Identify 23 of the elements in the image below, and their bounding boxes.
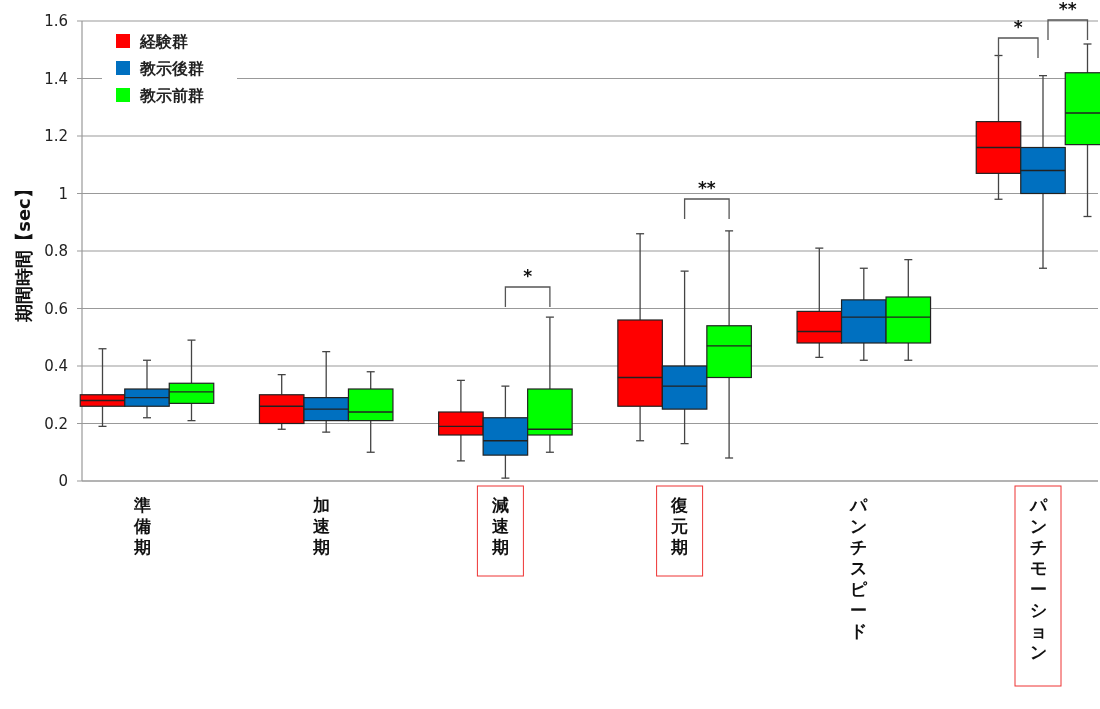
legend-label: 教示後群 [139,59,204,78]
x-tick-label: パンチモーション [1028,495,1048,662]
y-tick-label: 0.4 [44,357,68,375]
x-tick-label: パンチスピード [849,495,869,641]
y-axis-title: 期間時間【sec】 [13,180,34,323]
x-tick-label: 加速期 [311,495,330,557]
y-tick-label: 0 [58,472,68,490]
y-tick-label: 0.2 [44,414,68,433]
x-tick-label: 復元期 [670,495,689,557]
y-tick-label: 1.4 [44,69,68,88]
legend-label: 経験群 [139,32,188,51]
text: ** [1058,0,1077,19]
annotation: ** [697,178,716,198]
y-tick-label: 0.8 [44,242,68,260]
annotation: * [1013,17,1023,37]
x-tick-label: 準備期 [132,495,151,557]
annotation: * [523,266,533,286]
y-tick-label: 0.6 [44,299,68,318]
y-tick-label: 1.2 [44,127,68,145]
y-tick-label: 1 [58,184,68,203]
y-tick-label: 1.6 [44,12,68,30]
x-tick-label: 減速期 [490,495,509,557]
legend-label: 教示前群 [139,86,204,105]
